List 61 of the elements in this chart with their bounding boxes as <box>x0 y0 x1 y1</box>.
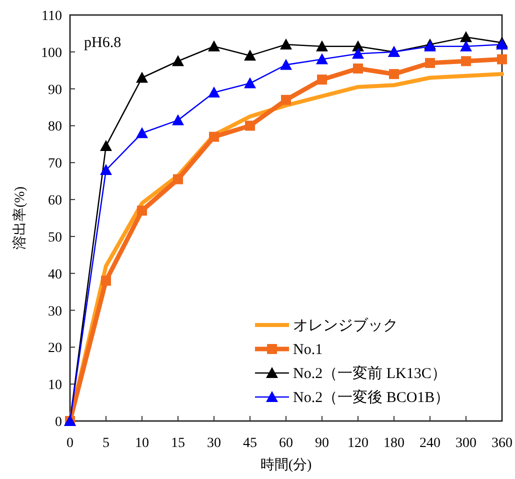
x-tick-label: 5 <box>102 436 110 451</box>
y-tick-label: 110 <box>42 9 62 24</box>
point <box>316 53 328 64</box>
y-tick-label: 0 <box>55 415 62 430</box>
x-tick-label: 180 <box>384 436 404 451</box>
point <box>209 132 219 142</box>
y-tick-label: 40 <box>48 267 62 282</box>
y-tick-label: 70 <box>48 156 62 172</box>
x-tick-label: 360 <box>492 436 512 451</box>
y-tick-label: 90 <box>48 82 62 98</box>
point <box>137 206 147 216</box>
point <box>497 54 507 64</box>
point <box>317 74 327 85</box>
point <box>245 120 255 131</box>
point <box>425 58 435 68</box>
point <box>281 94 291 105</box>
legend-label: No.2（一変後 BCO1B） <box>293 389 450 406</box>
x-axis-title: 時間(分) <box>260 457 312 473</box>
x-tick-label: 60 <box>279 436 293 451</box>
legend-label: オレンジブック <box>293 317 398 334</box>
legend-label: No.2（一変前 LK13C） <box>293 365 446 382</box>
y-tick-label: 50 <box>48 230 62 246</box>
y-tick-label: 10 <box>48 378 62 394</box>
point <box>460 40 472 52</box>
x-tick-label: 240 <box>420 436 440 451</box>
y-tick-label: 80 <box>48 120 62 135</box>
y-tick-label: 20 <box>48 341 62 356</box>
point <box>244 77 256 88</box>
annotation: pH6.8 <box>84 35 122 51</box>
point <box>460 31 472 42</box>
point <box>208 86 220 98</box>
x-tick-label: 0 <box>66 436 74 451</box>
point <box>208 40 220 52</box>
y-tick-label: 60 <box>48 194 62 209</box>
x-tick-label: 15 <box>171 436 185 451</box>
point <box>100 164 112 176</box>
x-tick-label: 120 <box>348 436 368 451</box>
y-axis-title: 溶出率(%) <box>12 186 28 250</box>
y-tick-label: 100 <box>41 46 62 61</box>
x-tick-label: 300 <box>456 436 476 451</box>
x-tick-label: 10 <box>135 436 149 451</box>
point <box>172 114 184 126</box>
legend-label: No.1 <box>293 342 323 358</box>
point <box>280 58 292 70</box>
y-tick-label: 30 <box>48 304 62 320</box>
point <box>172 55 184 66</box>
point <box>136 127 148 138</box>
x-tick-label: 30 <box>207 436 221 451</box>
point <box>316 40 328 52</box>
point <box>280 38 292 50</box>
x-tick-label: 45 <box>243 436 257 451</box>
point <box>461 56 471 66</box>
point <box>101 276 111 286</box>
point <box>353 64 363 74</box>
point <box>352 48 364 59</box>
point <box>173 174 183 184</box>
point <box>389 69 399 80</box>
point <box>100 140 112 152</box>
point <box>136 72 148 83</box>
x-tick-label: 90 <box>315 436 329 451</box>
point <box>244 50 256 61</box>
